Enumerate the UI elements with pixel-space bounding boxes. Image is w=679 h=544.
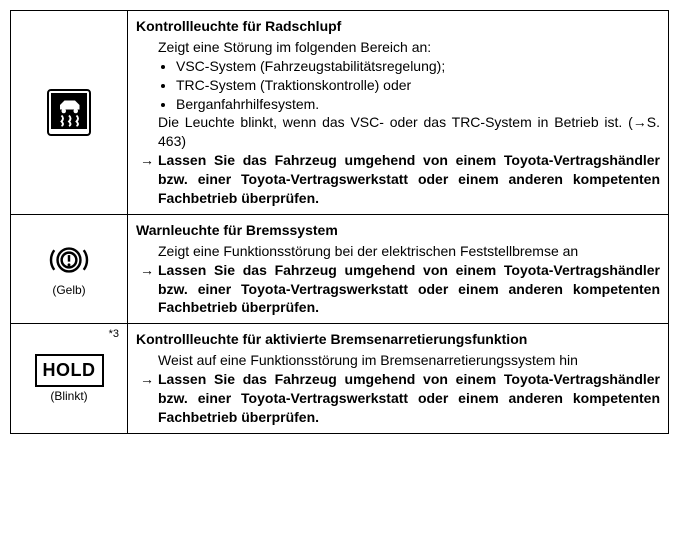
table-row: Kontrollleuchte für Radschlupf Zeigt ein… <box>11 11 669 215</box>
table-row: (Gelb) Warnleuchte für Bremssystem Zeigt… <box>11 214 669 323</box>
hold-icon: HOLD <box>35 354 104 387</box>
note-post: ) <box>181 133 186 149</box>
row-title: Kontrollleuchte für aktivierte Bremsenar… <box>136 330 660 349</box>
footnote-marker: *3 <box>109 328 119 340</box>
action-text: Lassen Sie das Fahrzeug umgehend von ein… <box>158 371 660 425</box>
arrow-right-icon: → <box>140 151 154 170</box>
row-action: → Lassen Sie das Fahrzeug umgehend von e… <box>136 261 660 318</box>
arrow-right-icon: → <box>140 370 154 389</box>
row-action: → Lassen Sie das Fahrzeug umgehend von e… <box>136 151 660 208</box>
bullet-item: VSC-System (Fahrzeugstabilitätsregelung)… <box>176 57 660 76</box>
icon-cell-brake: (Gelb) <box>11 214 128 323</box>
text-cell: Kontrollleuchte für Radschlupf Zeigt ein… <box>128 11 669 215</box>
row-bullets: VSC-System (Fahrzeugstabilitätsregelung)… <box>136 57 660 114</box>
arrow-right-icon: → <box>633 114 647 130</box>
row-title: Warnleuchte für Bremssystem <box>136 221 660 240</box>
arrow-right-icon: → <box>140 261 154 280</box>
row-title: Kontrollleuchte für Radschlupf <box>136 17 660 36</box>
icon-cell-hold: *3 HOLD (Blinkt) <box>11 324 128 433</box>
slip-icon <box>47 89 91 136</box>
warning-table: Kontrollleuchte für Radschlupf Zeigt ein… <box>10 10 669 434</box>
bullet-item: TRC-System (Traktionskontrolle) oder <box>176 76 660 95</box>
note-pre: Die Leuchte blinkt, wenn das VSC- oder d… <box>158 114 633 130</box>
brake-warning-icon <box>44 265 94 281</box>
table-row: *3 HOLD (Blinkt) Kontrollleuchte für akt… <box>11 324 669 433</box>
row-intro: Weist auf eine Funktionsstörung im Brems… <box>136 351 660 370</box>
row-note: Die Leuchte blinkt, wenn das VSC- oder d… <box>136 113 660 151</box>
text-cell: Kontrollleuchte für aktivierte Bremsenar… <box>128 324 669 433</box>
text-cell: Warnleuchte für Bremssystem Zeigt eine F… <box>128 214 669 323</box>
icon-caption: (Blinkt) <box>19 389 119 403</box>
icon-cell-slip <box>11 11 128 215</box>
bullet-item: Berganfahrhilfesystem. <box>176 95 660 114</box>
row-action: → Lassen Sie das Fahrzeug umgehend von e… <box>136 370 660 427</box>
row-intro: Zeigt eine Funktionsstörung bei der elek… <box>136 242 660 261</box>
row-intro: Zeigt eine Störung im folgenden Bereich … <box>136 38 660 57</box>
action-text: Lassen Sie das Fahrzeug umgehend von ein… <box>158 152 660 206</box>
action-text: Lassen Sie das Fahrzeug umgehend von ein… <box>158 262 660 316</box>
icon-caption: (Gelb) <box>19 283 119 297</box>
